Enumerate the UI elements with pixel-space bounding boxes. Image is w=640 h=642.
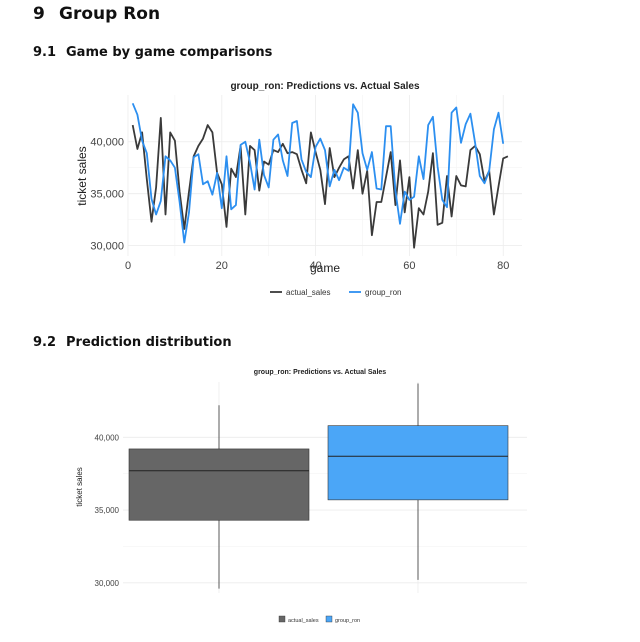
y-tick-label: 40,000 [90,137,124,149]
section-title: Game by game comparisons [66,45,273,60]
y-tick-label: 40,000 [95,433,120,442]
y-tick-label: 35,000 [90,189,124,201]
y-tick-label: 35,000 [95,506,120,515]
x-tick-label: 40 [309,260,321,272]
section-heading-distribution: 9.2 Prediction distribution [33,335,232,350]
x-tick-label: 80 [497,260,509,272]
x-tick-label: 20 [216,260,228,272]
y-axis-label: ticket sales [75,467,84,507]
y-tick-label: 30,000 [90,241,124,253]
y-axis-label: ticket sales [75,146,89,205]
legend-key-actual_sales [278,615,286,623]
legend-label-actual_sales: actual_sales [286,288,330,297]
chapter-heading: 9 Group Ron [33,4,160,24]
box-chart: 30,000 35,000 40,000 group_ron: Predictions… [75,369,527,624]
x-tick-label: 0 [125,260,131,272]
chapter-number: 9 [33,4,45,24]
line-chart: 0 20 40 60 80 30,000 35,000 40,000 group_ron: Pr… [75,81,522,297]
legend-label-group_ron: group_ron [335,618,360,624]
chart-title: group_ron: Predictions vs. Actual Sales [254,369,386,376]
chapter-title: Group Ron [59,4,161,24]
section-title: Prediction distribution [66,335,232,350]
chart-title: group_ron: Predictions vs. Actual Sales [230,81,420,92]
legend-label-group_ron: group_ron [365,288,401,297]
series-line-actual_sales [131,117,509,249]
section-number: 9.1 [33,45,57,60]
box-actual_sales [128,448,310,521]
section-heading-comparisons: 9.1 Game by game comparisons [33,45,272,60]
legend-label-actual_sales: actual_sales [288,618,319,624]
section-number: 9.2 [33,335,57,350]
y-tick-label: 30,000 [95,579,120,588]
box-group_ron [327,425,509,501]
x-axis-label: game [310,261,340,275]
x-tick-label: 60 [403,260,415,272]
legend-key-group_ron [325,615,333,623]
series-line-group_ron [131,102,505,244]
